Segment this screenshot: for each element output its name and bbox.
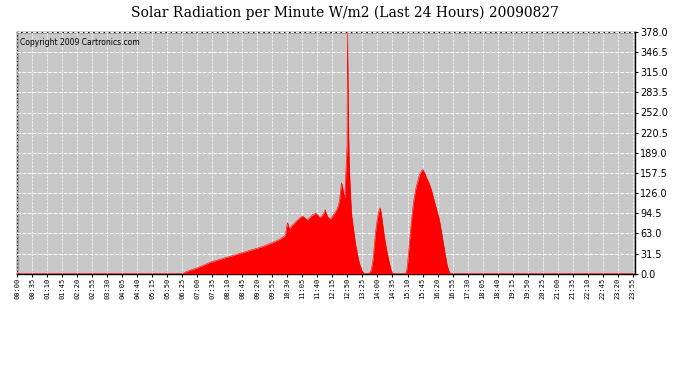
Text: Solar Radiation per Minute W/m2 (Last 24 Hours) 20090827: Solar Radiation per Minute W/m2 (Last 24… xyxy=(131,6,559,20)
Text: Copyright 2009 Cartronics.com: Copyright 2009 Cartronics.com xyxy=(20,38,140,47)
